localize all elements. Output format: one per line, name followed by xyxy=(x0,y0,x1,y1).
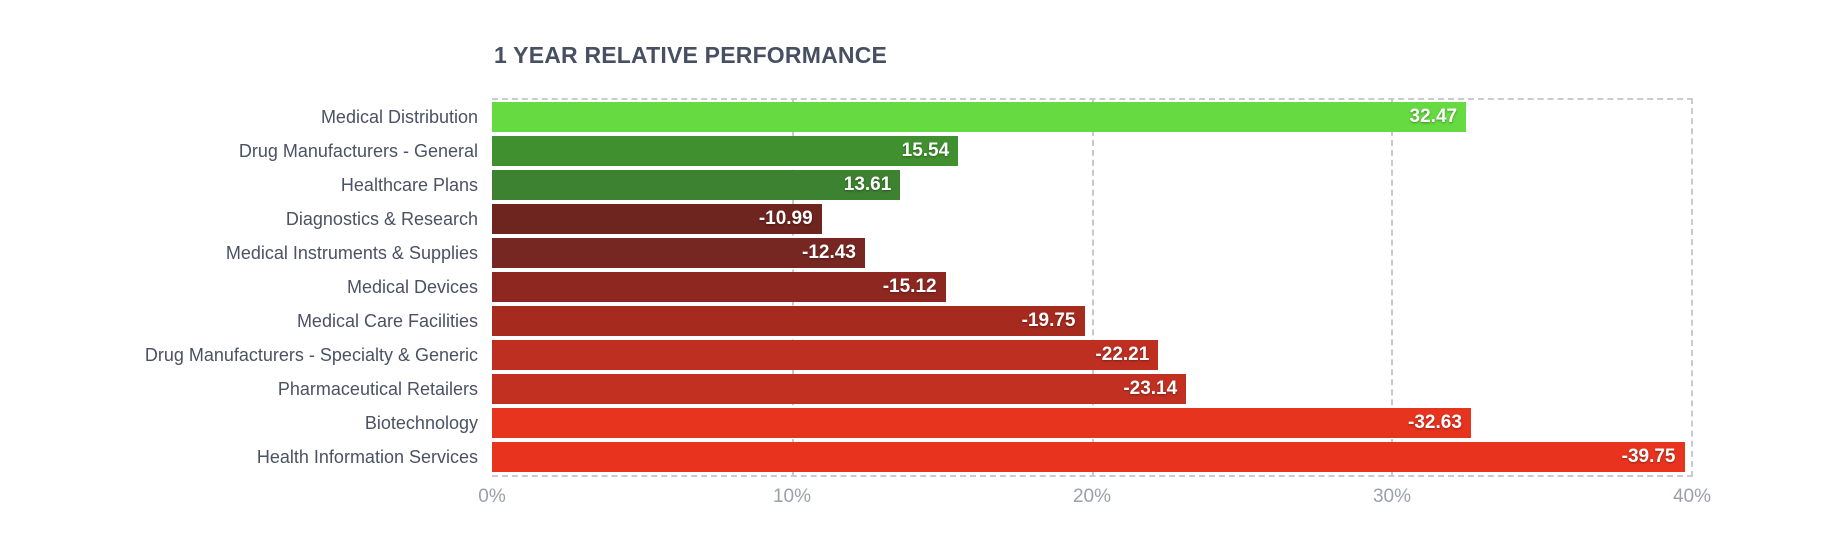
bar-track: -23.14 xyxy=(492,374,1692,404)
category-label: Diagnostics & Research xyxy=(285,208,478,229)
x-axis-tick-label: 40% xyxy=(1672,486,1712,507)
bar[interactable]: -32.63 xyxy=(492,408,1471,438)
bar-value: -22.21 xyxy=(1095,344,1150,365)
bar-row: Drug Manufacturers - General 15.54 xyxy=(0,136,1692,166)
category-label: Medical Distribution xyxy=(320,106,478,127)
bar-row: Health Information Services -39.75 xyxy=(0,442,1692,472)
bar-value: -10.99 xyxy=(758,208,813,229)
bar[interactable]: -39.75 xyxy=(492,442,1685,472)
bar-row: Drug Manufacturers - Specialty & Generic… xyxy=(0,340,1692,370)
bar-row: Medical Devices -15.12 xyxy=(0,272,1692,302)
bar-track: 13.61 xyxy=(492,170,1692,200)
bar-row: Biotechnology -32.63 xyxy=(0,408,1692,438)
category-label: Biotechnology xyxy=(364,412,478,433)
category-label: Healthcare Plans xyxy=(340,174,478,195)
bar-row: Diagnostics & Research -10.99 xyxy=(0,204,1692,234)
bar-track: -39.75 xyxy=(492,442,1692,472)
bar[interactable]: -10.99 xyxy=(492,204,822,234)
bar-track: -15.12 xyxy=(492,272,1692,302)
category-label: Pharmaceutical Retailers xyxy=(277,378,478,399)
bar[interactable]: 13.61 xyxy=(492,170,901,200)
category-label: Medical Care Facilities xyxy=(296,310,478,331)
bar-value: -39.75 xyxy=(1621,446,1676,467)
bar-row: Medical Distribution 32.47 xyxy=(0,102,1692,132)
bar-track: -32.63 xyxy=(492,408,1692,438)
gridline xyxy=(1391,100,1394,475)
x-axis-tick-label: 30% xyxy=(1372,486,1412,507)
bar-row: Healthcare Plans 13.61 xyxy=(0,170,1692,200)
bar-row: Medical Instruments & Supplies -12.43 xyxy=(0,238,1692,268)
bar[interactable]: -22.21 xyxy=(492,340,1159,370)
bar-rows: Medical Distribution 32.47 Drug Manufactur… xyxy=(0,99,1692,476)
bar-value: -15.12 xyxy=(882,276,937,297)
category-label: Medical Instruments & Supplies xyxy=(225,242,478,263)
bar-value: -23.14 xyxy=(1123,378,1178,399)
gridline xyxy=(1091,100,1094,475)
bar[interactable]: -12.43 xyxy=(492,238,865,268)
bar[interactable]: -19.75 xyxy=(492,306,1085,336)
bar-track: -12.43 xyxy=(492,238,1692,268)
bar-value: -19.75 xyxy=(1021,310,1076,331)
bar[interactable]: -15.12 xyxy=(492,272,946,302)
bar-row: Medical Care Facilities -19.75 xyxy=(0,306,1692,336)
bar-track: 32.47 xyxy=(492,102,1692,132)
chart-title: 1 YEAR RELATIVE PERFORMANCE xyxy=(494,42,888,68)
bar-track: -22.21 xyxy=(492,340,1692,370)
x-axis-tick-label: 20% xyxy=(1072,486,1112,507)
category-label: Drug Manufacturers - General xyxy=(238,140,478,161)
bar-value: 32.47 xyxy=(1409,106,1458,127)
category-label: Medical Devices xyxy=(346,276,478,297)
bar-value: -12.43 xyxy=(802,242,856,263)
bar-value: -32.63 xyxy=(1408,412,1462,433)
category-label: Health Information Services xyxy=(256,446,478,467)
bar[interactable]: -23.14 xyxy=(492,374,1187,404)
bar-row: Pharmaceutical Retailers -23.14 xyxy=(0,374,1692,404)
bar[interactable]: 15.54 xyxy=(492,136,959,166)
bar[interactable]: 32.47 xyxy=(492,102,1467,132)
x-axis-tick-label: 10% xyxy=(772,486,812,507)
bar-value: 13.61 xyxy=(843,174,892,195)
bar-value: 15.54 xyxy=(901,140,950,161)
bar-track: 15.54 xyxy=(492,136,1692,166)
category-label: Drug Manufacturers - Specialty & Generic xyxy=(144,344,478,365)
bar-track: -19.75 xyxy=(492,306,1692,336)
x-axis-tick-label: 0% xyxy=(478,486,506,507)
bar-track: -10.99 xyxy=(492,204,1692,234)
